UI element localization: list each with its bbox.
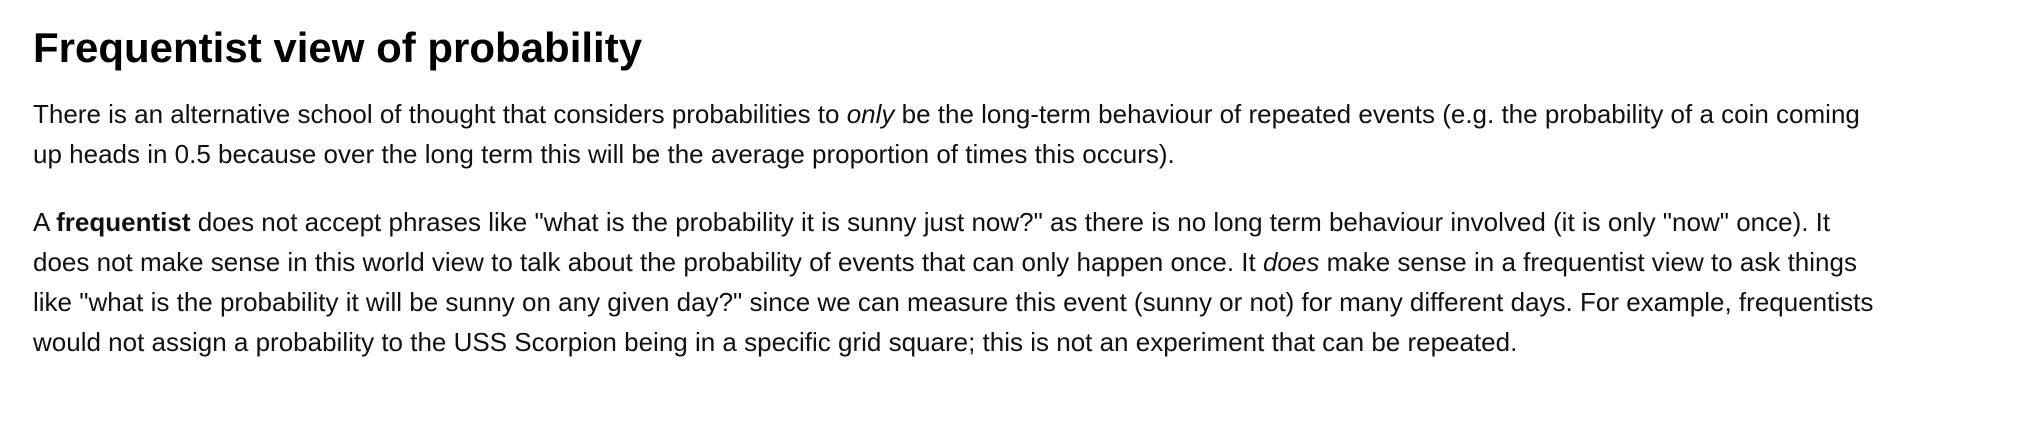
text-run: There is an alternative school of though… — [33, 99, 847, 129]
paragraph-line: A frequentist does not accept phrases li… — [33, 202, 1994, 242]
emphasis-does: does — [1262, 247, 1320, 277]
text-run: make sense in a frequentist view to ask … — [1319, 247, 1857, 277]
paragraph-line: would not assign a probability to the US… — [33, 327, 1518, 357]
paragraph-line: like "what is the probability it will be… — [33, 287, 1874, 317]
text-run: does not make sense in this world view t… — [33, 247, 1263, 277]
document-content: Frequentist view of probability There is… — [0, 24, 1994, 362]
paragraph-alternative-school: There is an alternative school of though… — [33, 94, 1994, 174]
text-run: A — [33, 207, 57, 237]
text-run: does not accept phrases like "what is th… — [190, 207, 1831, 237]
emphasis-only: only — [846, 99, 895, 129]
bold-term-frequentist: frequentist — [56, 207, 191, 237]
section-heading: Frequentist view of probability — [33, 24, 643, 71]
paragraph-line: up heads in 0.5 because over the long te… — [33, 139, 1175, 169]
text-run: be the long-term behaviour of repeated e… — [894, 99, 1860, 129]
paragraph-frequentist-definition: A frequentist does not accept phrases li… — [33, 202, 1994, 362]
paragraph-line: There is an alternative school of though… — [33, 94, 1994, 134]
paragraph-line: does not make sense in this world view t… — [33, 242, 1994, 282]
